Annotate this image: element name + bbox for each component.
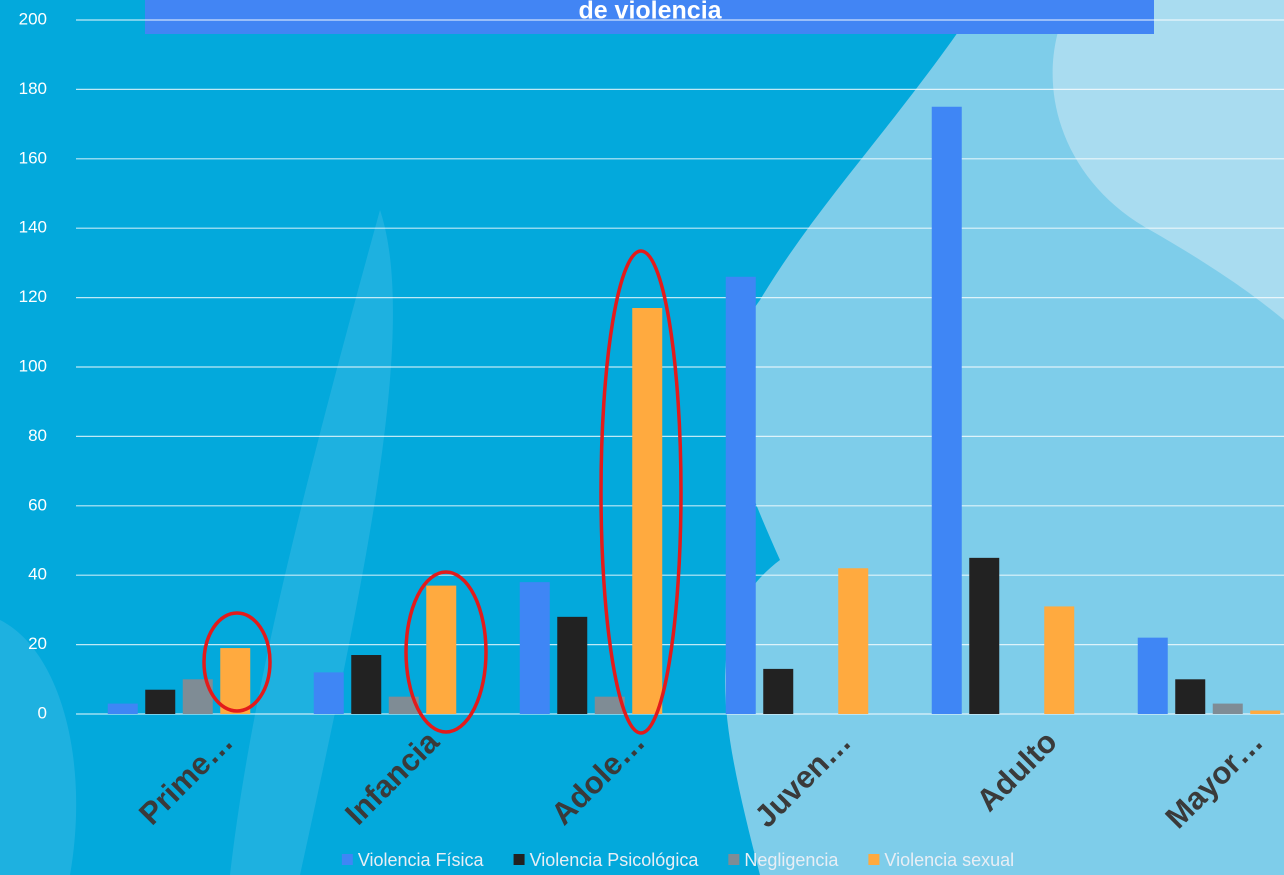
y-tick-label: 160	[19, 148, 47, 167]
bar	[594, 696, 625, 714]
bar	[1175, 679, 1206, 714]
bar	[351, 655, 382, 714]
highlight-ellipse	[599, 249, 683, 735]
y-tick-label: 200	[19, 9, 47, 28]
highlight-ellipse	[202, 611, 272, 713]
background-leaf	[230, 210, 393, 875]
bar	[1212, 703, 1243, 714]
y-tick-label: 100	[19, 356, 47, 375]
bar	[220, 648, 251, 714]
legend-swatch	[868, 854, 880, 865]
bar	[426, 585, 457, 714]
bar	[107, 703, 138, 714]
bar	[931, 106, 962, 714]
legend-swatch	[728, 854, 740, 865]
bar	[632, 308, 663, 714]
title-banner	[145, 0, 1154, 34]
y-tick-label: 180	[19, 79, 47, 98]
y-tick-label: 120	[19, 287, 47, 306]
legend-label: Violencia sexual	[884, 850, 1014, 870]
bar	[1250, 710, 1281, 714]
y-tick-label: 0	[38, 703, 47, 722]
bar	[969, 557, 1000, 714]
legend: Violencia Física Violencia Psicológica Neg…	[341, 850, 1014, 870]
legend-label: Violencia Psicológica	[530, 850, 700, 870]
bar	[145, 689, 176, 714]
bar	[1044, 606, 1075, 714]
y-tick-label: 20	[28, 634, 47, 653]
legend-label: Negligencia	[744, 850, 839, 870]
bar	[313, 672, 344, 714]
y-tick-label: 60	[28, 495, 47, 514]
y-tick-label: 80	[28, 426, 47, 445]
legend-swatch	[513, 854, 525, 865]
background-leaf	[0, 620, 77, 875]
chart-title: de violencia	[578, 0, 722, 25]
bar	[1137, 637, 1168, 714]
background-shape	[1052, 0, 1284, 320]
bar	[763, 668, 794, 714]
y-tick-label: 40	[28, 565, 47, 584]
legend-label: Violencia Física	[358, 850, 485, 870]
bar	[388, 696, 419, 714]
y-tick-label: 140	[19, 218, 47, 237]
legend-swatch	[341, 854, 353, 865]
bar	[557, 616, 588, 714]
highlight-ellipse	[404, 570, 488, 734]
bar	[725, 276, 756, 714]
bar	[838, 568, 869, 714]
bar	[519, 582, 550, 714]
